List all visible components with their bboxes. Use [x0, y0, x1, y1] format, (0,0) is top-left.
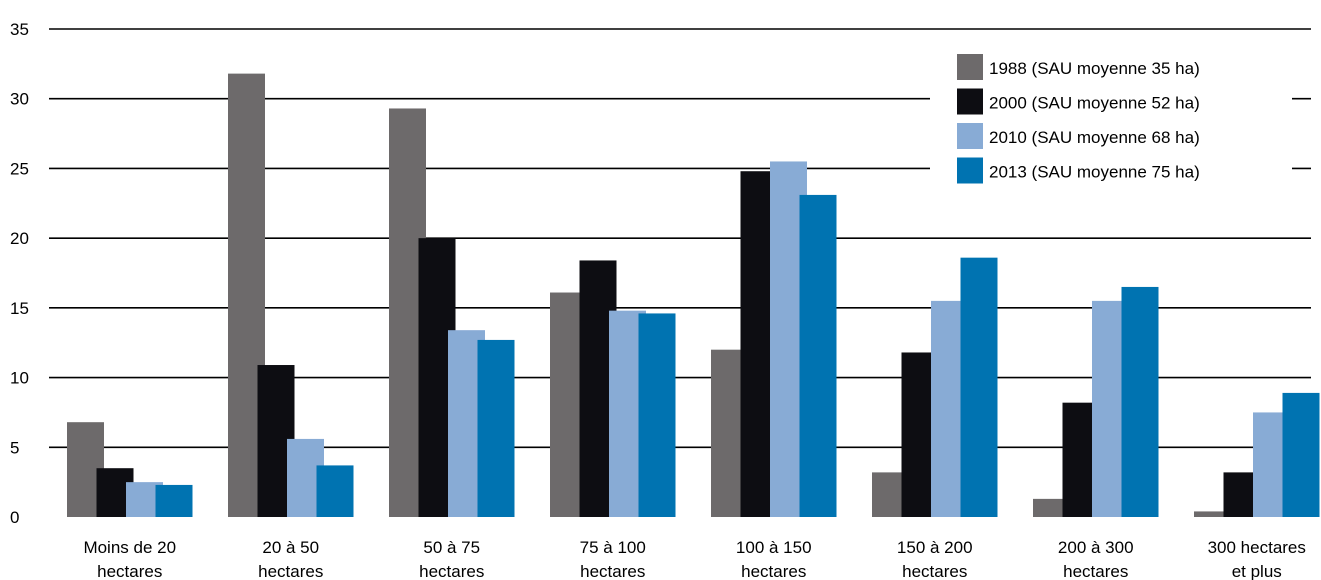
x-category-label: 20 à 50 hectares — [258, 538, 323, 580]
x-category-label-line: 75 à 100 — [580, 538, 646, 557]
x-category-label-line: hectares — [97, 562, 162, 580]
y-tick-label: 10 — [10, 369, 29, 388]
x-category-label-line: Moins de 20 — [83, 538, 176, 557]
x-category-label-line: 150 à 200 — [897, 538, 973, 557]
bar-series-4-category-3 — [477, 339, 515, 517]
x-category-label: 150 à 200 hectares — [897, 538, 973, 580]
legend-entry-label: 1988 (SAU moyenne 35 ha) — [989, 59, 1200, 78]
legend-entry-label: 2010 (SAU moyenne 68 ha) — [989, 128, 1200, 147]
x-category-label-line: hectares — [419, 562, 484, 580]
bar-series-1-category-7 — [1033, 498, 1070, 517]
bar-series-4-category-8 — [1282, 392, 1320, 517]
x-category-label: 50 à 75 hectares — [419, 538, 484, 580]
legend-swatch — [957, 54, 983, 80]
legend-swatch — [957, 157, 983, 184]
x-category-label-line: 50 à 75 — [423, 538, 480, 557]
y-tick-label: 35 — [10, 20, 29, 39]
x-category-label-line: 200 à 300 — [1058, 538, 1134, 557]
y-tick-label: 25 — [10, 159, 29, 178]
legend-entry-label: 2013 (SAU moyenne 75 ha) — [989, 163, 1200, 182]
legend-entry-label: 2000 (SAU moyenne 52 ha) — [989, 94, 1200, 113]
x-category-label-line: hectares — [580, 562, 645, 580]
bar-series-4-category-4 — [638, 313, 676, 517]
y-tick-label: 5 — [10, 438, 19, 457]
bar-series-4-category-6 — [960, 257, 998, 517]
y-tick-label: 30 — [10, 90, 29, 109]
x-category-label: 100 à 150 hectares — [736, 538, 812, 580]
bars — [67, 73, 1320, 518]
bar-series-1-category-8 — [1194, 511, 1231, 517]
x-category-label-line: 300 hectares — [1208, 538, 1306, 557]
y-tick-label: 0 — [10, 508, 19, 527]
legend-swatch — [957, 123, 983, 149]
bar-series-4-category-2 — [316, 465, 354, 517]
x-category-label-line: hectares — [902, 562, 967, 580]
y-tick-label: 15 — [10, 299, 29, 318]
legend: 1988 (SAU moyenne 35 ha) 2000 (SAU moyenn… — [957, 54, 1200, 184]
bar-series-4-category-5 — [799, 194, 837, 518]
legend-swatch — [957, 88, 983, 115]
x-category-label-line: et plus — [1232, 562, 1282, 580]
x-category-label-line: 20 à 50 — [262, 538, 319, 557]
y-tick-label: 20 — [10, 229, 29, 248]
bar-series-4-category-1 — [155, 484, 193, 517]
y-axis-tick-labels: 0 5 10 15 20 25 30 35 — [10, 20, 29, 527]
x-category-label: 200 à 300 hectares — [1058, 538, 1134, 580]
x-category-label-line: hectares — [1063, 562, 1128, 580]
x-category-label: Moins de 20 hectares — [83, 538, 176, 580]
x-category-label: 300 hectares et plus — [1208, 538, 1306, 580]
x-category-label-line: 100 à 150 — [736, 538, 812, 557]
x-category-label-line: hectares — [258, 562, 323, 580]
x-category-label: 75 à 100 hectares — [580, 538, 646, 580]
x-category-label-line: hectares — [741, 562, 806, 580]
bar-series-4-category-7 — [1121, 286, 1159, 517]
